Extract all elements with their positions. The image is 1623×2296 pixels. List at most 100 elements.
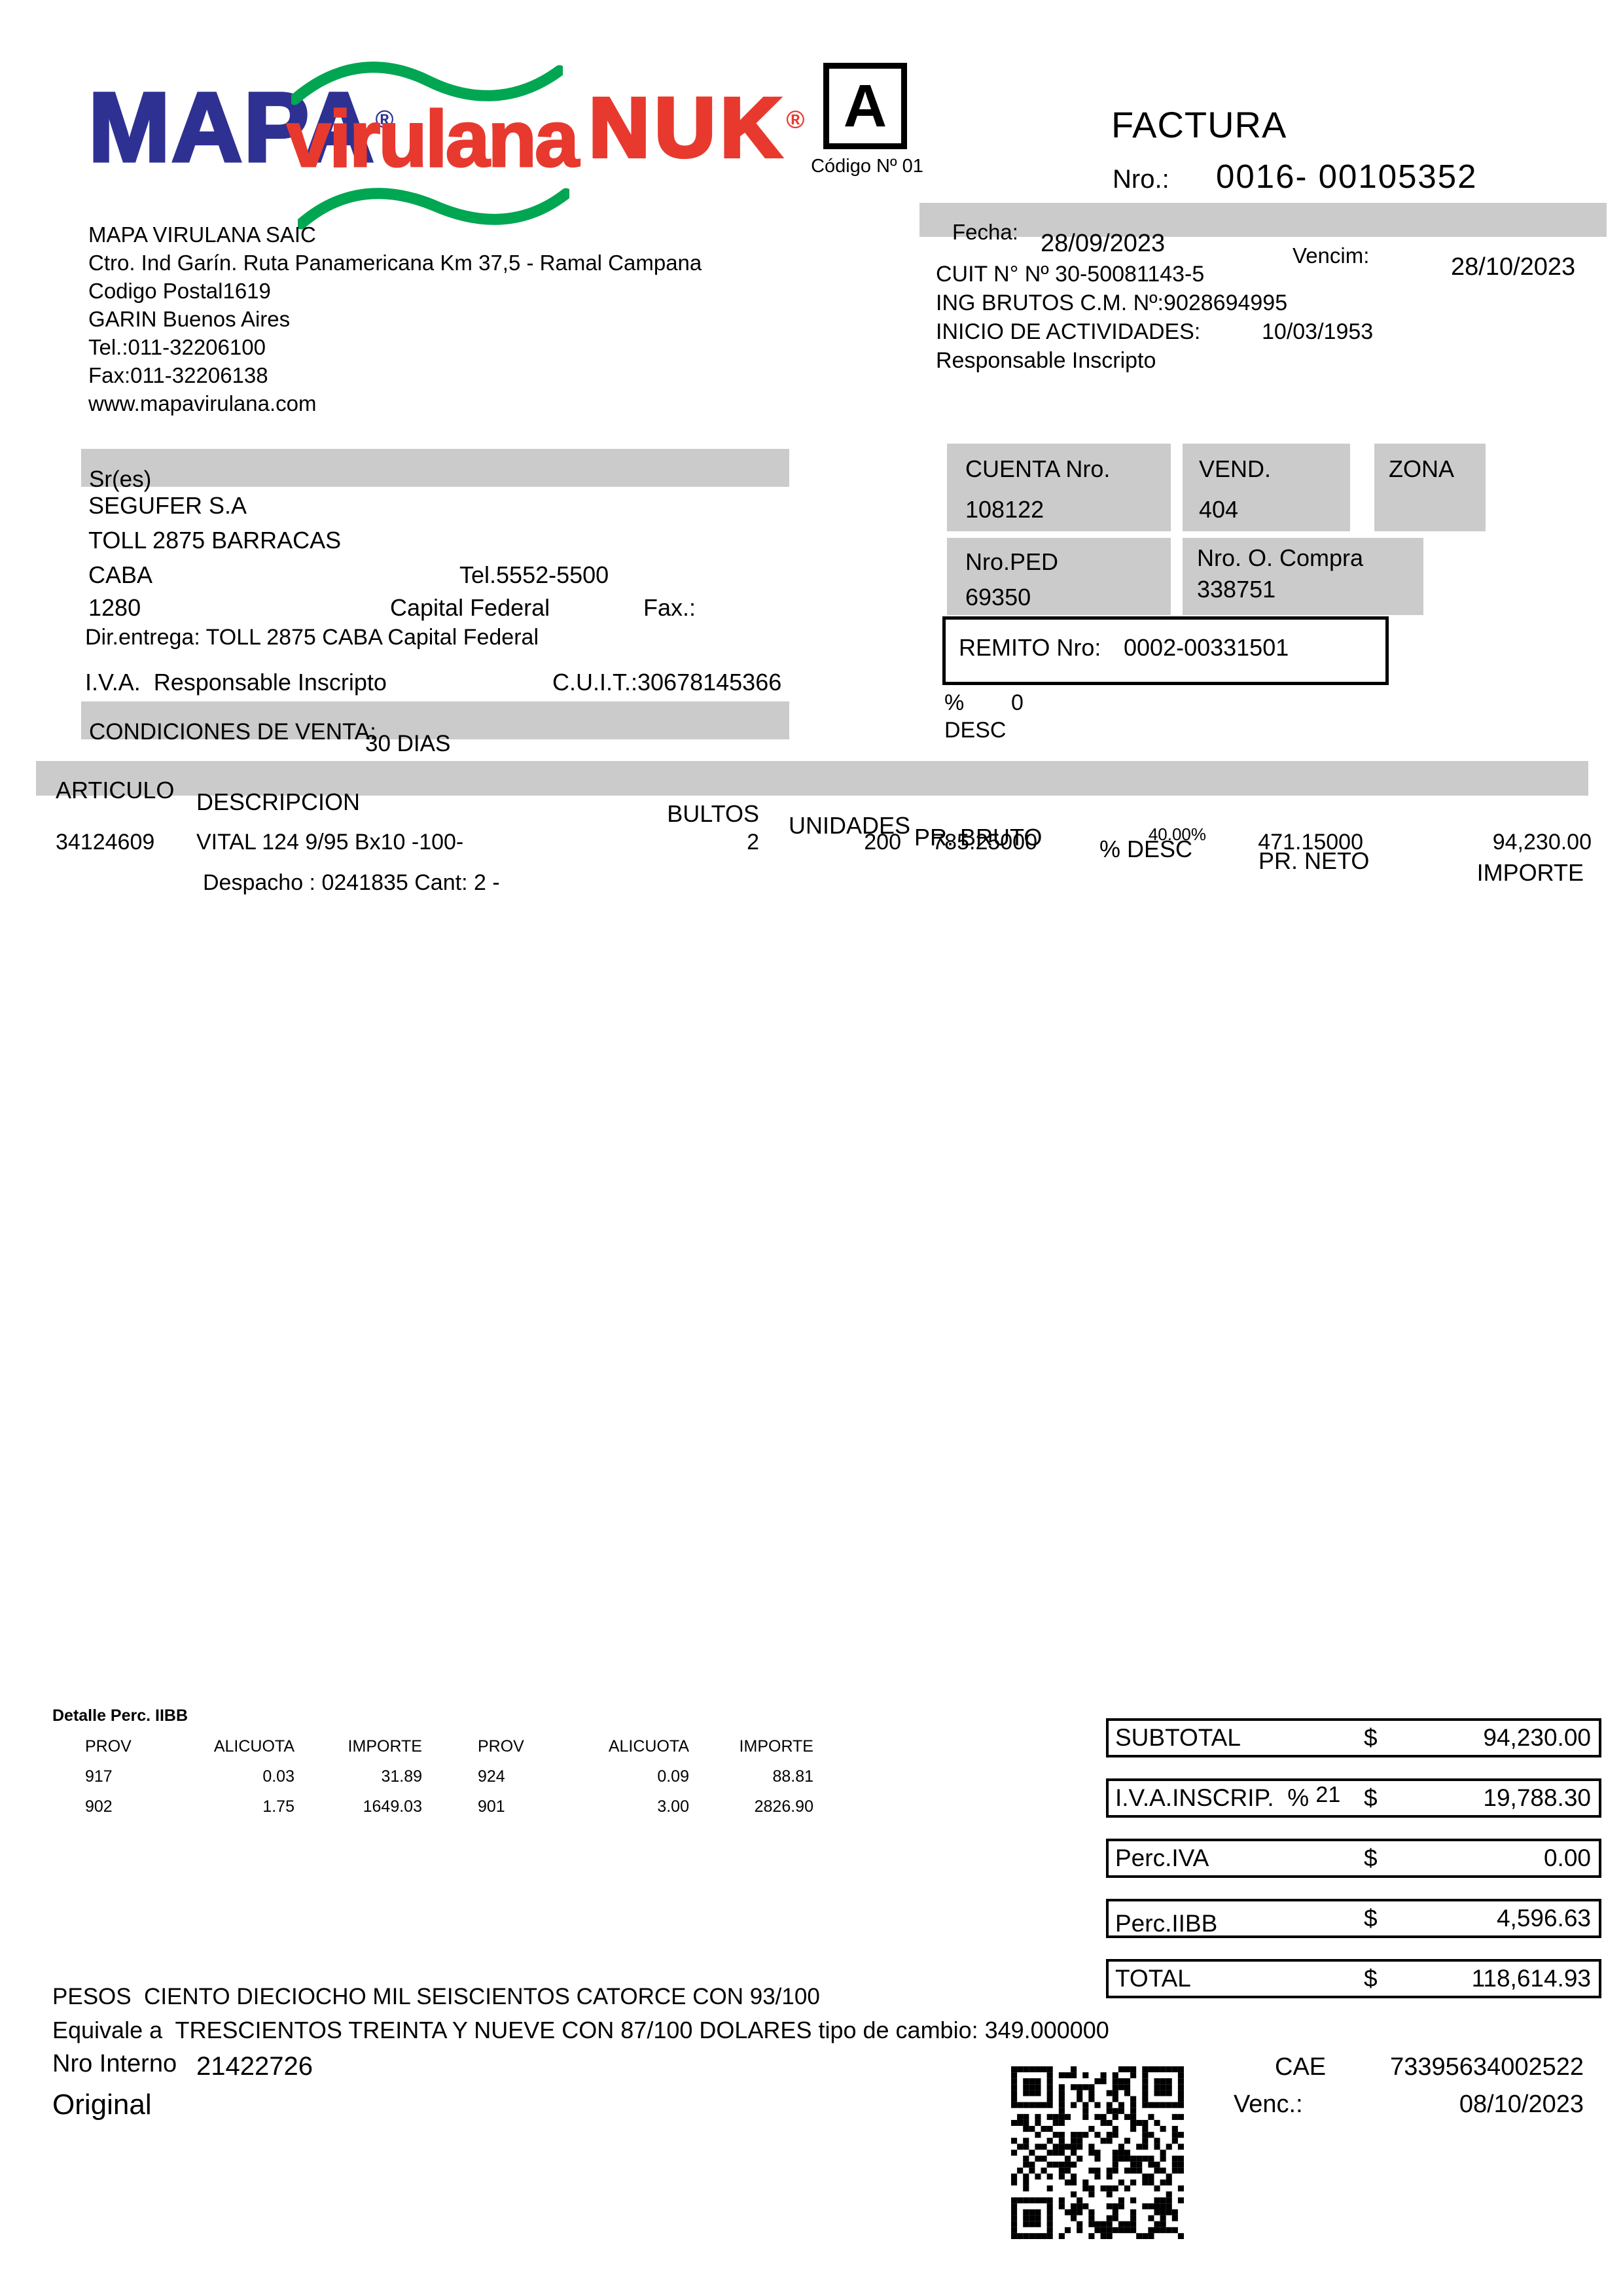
- company-city: GARIN Buenos Aires: [88, 307, 291, 331]
- nuk-registered-icon: ®: [786, 106, 810, 134]
- item-descripcion: VITAL 124 9/95 Bx10 -100-: [196, 830, 464, 855]
- perc-cell: 924: [478, 1767, 505, 1786]
- item-note: Despacho : 0241835 Cant: 2 -: [203, 870, 500, 895]
- company-web[interactable]: www.mapavirulana.com: [88, 391, 317, 415]
- fiscal-inicio-value: 10/03/1953: [1262, 319, 1374, 344]
- customer-province: Capital Federal: [390, 594, 550, 621]
- vend-value: 404: [1199, 496, 1239, 523]
- zona-label: ZONA: [1389, 455, 1455, 482]
- cae-value: 73395634002522: [1390, 2053, 1584, 2081]
- perc-h-importe1: IMPORTE: [348, 1737, 422, 1756]
- item-importe: 94,230.00: [1492, 830, 1592, 855]
- perc-cell: 2826.90: [754, 1797, 813, 1816]
- virulana-logo: virulana: [286, 93, 580, 185]
- remito-label: REMITO Nro:: [959, 634, 1101, 661]
- currency-sign: $: [1364, 1784, 1378, 1811]
- desc-pct-value: 0: [1011, 690, 1024, 715]
- nuk-logo-text: NUK: [587, 79, 787, 177]
- cond-venta-bar: CONDICIONES DE VENTA: 30 DIAS: [81, 701, 789, 756]
- total-value: 118,614.93: [1471, 1965, 1591, 1992]
- cond-venta-value: 30 DIAS: [365, 731, 451, 756]
- perc-iibb-title: Detalle Perc. IIBB: [52, 1706, 188, 1725]
- zona-box: ZONA: [1374, 444, 1486, 531]
- cae-label: CAE: [1275, 2053, 1327, 2081]
- fiscal-cuit: CUIT N° Nº 30-50081143-5: [936, 262, 1205, 287]
- customer-address: TOLL 2875 BARRACAS: [88, 527, 342, 554]
- ped-box: Nro.PED 69350: [947, 538, 1171, 615]
- ocompra-label: Nro. O. Compra: [1197, 544, 1364, 571]
- perc-cell: 901: [478, 1797, 505, 1816]
- cae-venc-value: 08/10/2023: [1459, 2091, 1584, 2118]
- totals-box: SUBTOTAL $ 94,230.00 I.V.A.INSCRIP. % 21…: [1106, 1695, 1601, 2022]
- cond-venta-label: CONDICIONES DE VENTA:: [89, 719, 376, 745]
- item-pr-neto: 471.15000: [1258, 830, 1363, 855]
- remito-value: 0002-00331501: [1124, 634, 1289, 661]
- col-pr-neto: PR. NETO: [1258, 847, 1370, 874]
- perc-cell: 1649.03: [363, 1797, 422, 1816]
- company-tel: Tel.:011-32206100: [88, 335, 266, 359]
- cuenta-value: 108122: [965, 496, 1044, 523]
- doc-nro-label: Nro.:: [1113, 165, 1169, 194]
- company-name: MAPA VIRULANA SAIC: [88, 222, 316, 247]
- total-row-perc-iibb: Perc.IIBB $ 4,596.63: [1106, 1899, 1601, 1938]
- total-value: 19,788.30: [1483, 1784, 1591, 1811]
- virulana-bottom-wave-icon: [298, 188, 569, 230]
- col-articulo: ARTICULO: [56, 777, 175, 804]
- perc-cell: 0.03: [262, 1767, 294, 1786]
- fecha-value: 28/09/2023: [1041, 230, 1166, 257]
- perc-cell: 917: [85, 1767, 113, 1786]
- item-articulo: 34124609: [56, 830, 155, 855]
- cuenta-box: CUENTA Nro. 108122: [947, 444, 1171, 531]
- total-row-subtotal: SUBTOTAL $ 94,230.00: [1106, 1718, 1601, 1757]
- mapa-logo-text: MAPA: [87, 71, 376, 184]
- ped-value: 69350: [965, 584, 1031, 610]
- fiscal-ing-brutos: ING BRUTOS C.M. Nº:9028694995: [936, 291, 1288, 315]
- total-row-perc-iva: Perc.IVA $ 0.00: [1106, 1839, 1601, 1878]
- perc-h-prov2: PROV: [478, 1737, 524, 1756]
- nuk-logo: NUK®: [587, 79, 810, 177]
- doc-title: FACTURA: [1111, 104, 1287, 145]
- total-label: TOTAL: [1115, 1965, 1191, 1992]
- doc-nro-value: 0016- 00105352: [1216, 158, 1478, 195]
- fiscal-condicion: Responsable Inscripto: [936, 348, 1156, 373]
- company-address: Ctro. Ind Garín. Ruta Panamericana Km 37…: [88, 251, 702, 275]
- perc-cell: 902: [85, 1797, 113, 1816]
- dates-bar: Fecha: 28/09/2023 Vencim: 28/10/2023: [919, 203, 1607, 281]
- item-bultos: 2: [747, 830, 759, 855]
- col-desc: % DESC: [1099, 836, 1193, 862]
- currency-sign: $: [1364, 1845, 1378, 1871]
- item-unidades: 200: [864, 830, 901, 855]
- customer-iva: I.V.A. Responsable Inscripto: [85, 669, 387, 696]
- vencim-value: 28/10/2023: [1451, 253, 1576, 281]
- virulana-top-wave-icon: [291, 62, 563, 105]
- col-bultos: BULTOS: [667, 800, 759, 827]
- currency-sign: $: [1364, 1724, 1378, 1751]
- nro-interno-label: Nro Interno: [52, 2050, 177, 2077]
- customer-fax-label: Fax.:: [643, 594, 696, 621]
- desc-label: DESC: [944, 718, 1007, 743]
- iva-pct: 21: [1315, 1782, 1341, 1807]
- doc-code-label: Código Nº 01: [811, 156, 923, 177]
- total-row-iva: I.V.A.INSCRIP. % 21 $ 19,788.30: [1106, 1778, 1601, 1818]
- total-value: 0.00: [1543, 1845, 1591, 1871]
- vend-box: VEND. 404: [1183, 444, 1350, 531]
- perc-h-alicuota2: ALICUOTA: [608, 1737, 689, 1756]
- customer-zip: 1280: [88, 594, 141, 621]
- company-fax: Fax:011-32206138: [88, 363, 268, 387]
- doc-letter: A: [843, 73, 887, 139]
- sres-label: Sr(es): [89, 467, 152, 492]
- copy-type: Original: [52, 2089, 152, 2121]
- total-label: SUBTOTAL: [1115, 1724, 1241, 1751]
- currency-sign: $: [1364, 1965, 1378, 1992]
- customer-city: CABA: [88, 561, 153, 588]
- mapa-logo: MAPA®: [87, 71, 395, 184]
- col-pr-bruto: PR. BRUTO: [914, 824, 1043, 851]
- item-desc-pct: 40.00%: [1148, 824, 1206, 844]
- vencim-label: Vencim:: [1293, 243, 1370, 268]
- amount-in-words: PESOS CIENTO DIECIOCHO MIL SEISCIENTOS C…: [52, 1984, 820, 2009]
- vend-label: VEND.: [1199, 455, 1272, 482]
- currency-sign: $: [1364, 1905, 1378, 1932]
- cuenta-label: CUENTA Nro.: [965, 455, 1111, 482]
- total-label: I.V.A.INSCRIP. %: [1115, 1784, 1316, 1811]
